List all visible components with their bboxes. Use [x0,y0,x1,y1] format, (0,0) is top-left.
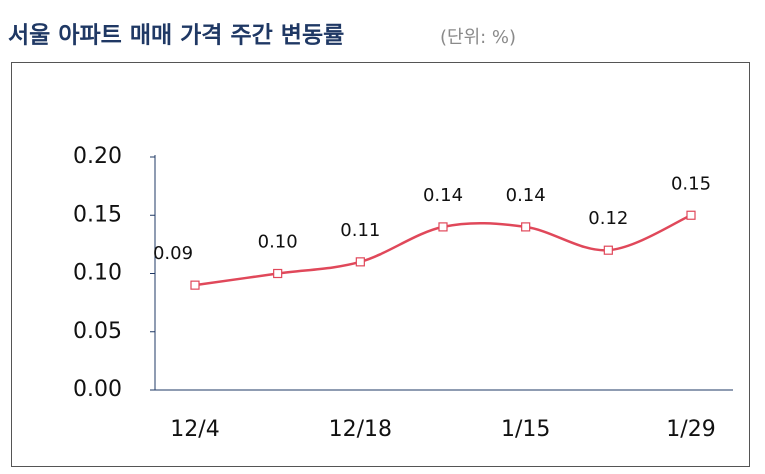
y-tick-label: 0.00 [73,377,122,402]
value-label: 0.09 [153,243,193,264]
marker [273,268,283,279]
marker [521,222,531,232]
y-tick-label: 0.20 [73,144,122,169]
chart-subtitle: (단위: %) [440,27,516,48]
value-label: 0.14 [506,185,546,206]
marker [190,280,200,290]
x-tick-label: 12/4 [170,417,219,442]
chart-title: 서울 아파트 매매 가격 주간 변동률 [8,23,344,49]
value-label: 0.15 [671,173,711,194]
marker [438,222,448,232]
marker [686,210,696,220]
value-label: 0.10 [258,232,298,253]
chart-frame [11,62,750,467]
x-tick-label: 1/29 [666,417,715,442]
y-tick-label: 0.10 [73,261,122,286]
value-label: 0.12 [588,208,628,229]
x-tick-label: 1/15 [501,417,550,442]
marker [355,257,365,267]
y-tick-label: 0.05 [73,319,122,344]
y-tick-label: 0.15 [73,202,122,227]
value-label: 0.11 [340,220,380,241]
marker [603,245,613,255]
x-tick-label: 12/18 [329,417,392,442]
value-label: 0.14 [423,185,463,206]
